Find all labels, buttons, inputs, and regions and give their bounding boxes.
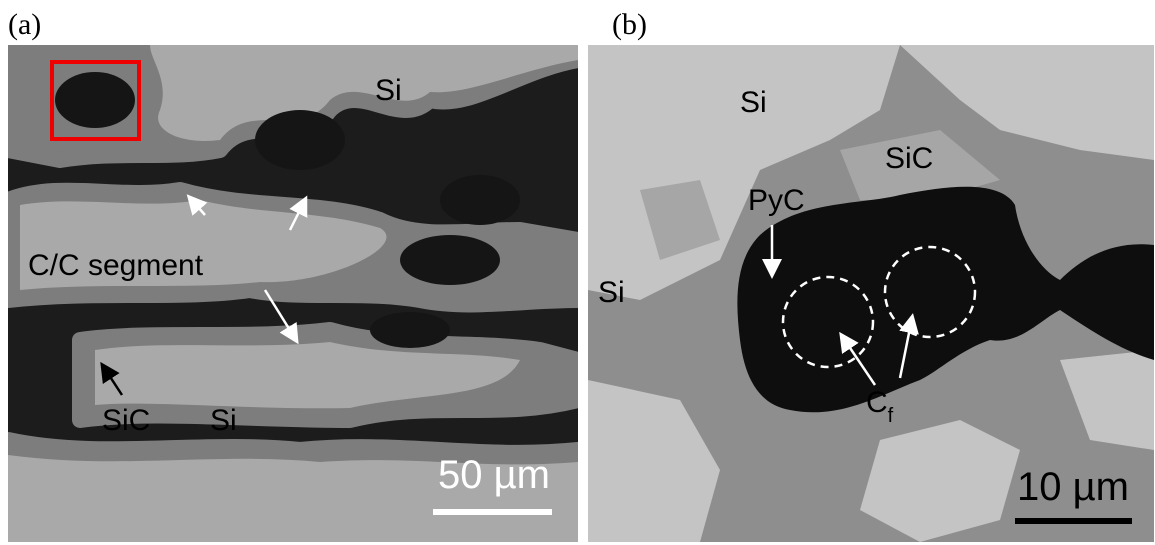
annotation: C/C segment <box>28 249 204 282</box>
annotation: SiC <box>885 142 933 175</box>
panel-label: (b) <box>612 8 647 41</box>
annotation: Si <box>210 404 237 437</box>
annotation: Si <box>375 74 402 107</box>
annotation: SiC <box>102 404 150 437</box>
fiber-label-main: C <box>866 386 888 419</box>
figure: (a) Si C/C segment <box>0 0 1155 545</box>
fiber-label-subscript: f <box>888 405 894 427</box>
annotation: Si <box>598 276 625 309</box>
annotation: PyC <box>748 184 805 217</box>
scale-bar-label: 50 µm <box>438 453 550 497</box>
panel-label: (a) <box>8 8 41 41</box>
scale-bar-label: 10 µm <box>1017 465 1129 509</box>
annotation: Si <box>740 86 767 119</box>
